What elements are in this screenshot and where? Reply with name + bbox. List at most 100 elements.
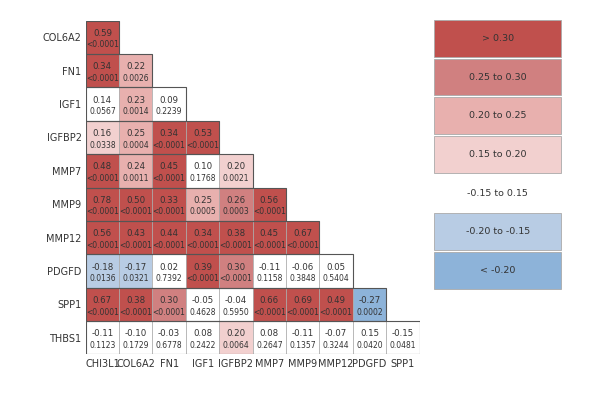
Text: 0.1357: 0.1357	[290, 341, 316, 350]
Bar	[186, 154, 219, 188]
Text: -0.15: -0.15	[392, 329, 414, 338]
Text: 0.25: 0.25	[126, 129, 145, 138]
Text: <0.0001: <0.0001	[152, 241, 186, 250]
Bar	[253, 188, 286, 221]
Text: 0.5404: 0.5404	[323, 274, 349, 283]
Text: 0.24: 0.24	[126, 162, 145, 171]
Text: 0.38: 0.38	[126, 296, 145, 305]
Text: 0.39: 0.39	[193, 263, 212, 271]
Text: 0.0136: 0.0136	[89, 274, 116, 283]
Text: 0.0002: 0.0002	[356, 308, 383, 316]
Bar	[319, 254, 353, 288]
Text: 0.05: 0.05	[327, 263, 346, 271]
Bar	[219, 154, 253, 188]
Text: 0.49: 0.49	[327, 296, 346, 305]
Text: 0.48: 0.48	[93, 162, 112, 171]
Bar	[86, 154, 119, 188]
Text: 0.0005: 0.0005	[189, 207, 216, 216]
Bar	[152, 254, 186, 288]
Bar	[119, 121, 152, 154]
Bar	[86, 188, 119, 221]
Bar	[186, 254, 219, 288]
Bar	[253, 288, 286, 321]
Text: 0.38: 0.38	[226, 229, 245, 238]
Bar	[119, 321, 152, 354]
Bar	[86, 87, 186, 121]
Text: <0.0001: <0.0001	[86, 207, 119, 216]
Text: <0.0001: <0.0001	[152, 308, 186, 316]
Bar	[286, 221, 319, 254]
Text: 0.44: 0.44	[160, 229, 178, 238]
Text: 0.15 to 0.20: 0.15 to 0.20	[469, 150, 527, 159]
Text: -0.06: -0.06	[291, 263, 314, 271]
Text: -0.11: -0.11	[258, 263, 281, 271]
Bar	[152, 121, 186, 154]
Bar	[253, 221, 286, 254]
Text: -0.03: -0.03	[158, 329, 180, 338]
Text: > 0.30: > 0.30	[482, 34, 514, 43]
Text: 0.0003: 0.0003	[223, 207, 249, 216]
Text: 0.08: 0.08	[193, 329, 212, 338]
Text: -0.10: -0.10	[125, 329, 147, 338]
Bar	[286, 288, 319, 321]
Text: 0.0004: 0.0004	[122, 140, 149, 150]
Text: 0.20 to 0.25: 0.20 to 0.25	[469, 111, 527, 120]
Text: 0.43: 0.43	[126, 229, 145, 238]
Text: 0.34: 0.34	[160, 129, 178, 138]
Bar	[86, 21, 119, 54]
Bar	[186, 321, 219, 354]
Text: 0.67: 0.67	[293, 229, 312, 238]
Text: 0.2422: 0.2422	[189, 341, 216, 350]
Bar	[219, 254, 253, 288]
Bar	[86, 121, 119, 154]
Text: -0.15 to 0.15: -0.15 to 0.15	[467, 189, 528, 198]
Bar	[152, 154, 186, 188]
Bar	[119, 87, 152, 121]
Text: -0.20 to -0.15: -0.20 to -0.15	[466, 227, 530, 236]
Text: 0.0014: 0.0014	[122, 107, 149, 116]
Bar	[86, 288, 119, 321]
Text: 0.0021: 0.0021	[223, 174, 249, 183]
Text: 0.66: 0.66	[260, 296, 279, 305]
Text: <0.0001: <0.0001	[86, 40, 119, 49]
Bar	[86, 321, 119, 354]
Text: <0.0001: <0.0001	[320, 308, 353, 316]
Text: 0.4628: 0.4628	[189, 308, 216, 316]
Text: 0.25: 0.25	[193, 196, 212, 205]
Text: 0.7392: 0.7392	[156, 274, 183, 283]
Text: < -0.20: < -0.20	[480, 266, 515, 275]
Bar	[86, 254, 353, 288]
Text: 0.1768: 0.1768	[189, 174, 216, 183]
Text: 0.59: 0.59	[93, 29, 112, 38]
Text: <0.0001: <0.0001	[253, 308, 286, 316]
Text: 0.15: 0.15	[360, 329, 379, 338]
Bar	[152, 188, 186, 221]
Text: <0.0001: <0.0001	[86, 241, 119, 250]
Text: <0.0001: <0.0001	[219, 241, 252, 250]
Text: 0.56: 0.56	[260, 196, 279, 205]
Bar	[152, 288, 186, 321]
Text: 0.1158: 0.1158	[256, 274, 282, 283]
Text: 0.30: 0.30	[226, 263, 245, 271]
Bar	[86, 54, 119, 87]
Text: 0.5950: 0.5950	[223, 308, 249, 316]
Bar	[86, 21, 119, 54]
Text: 0.16: 0.16	[93, 129, 112, 138]
Text: 0.50: 0.50	[126, 196, 145, 205]
Text: <0.0001: <0.0001	[286, 241, 319, 250]
Text: -0.17: -0.17	[125, 263, 147, 271]
Text: 0.33: 0.33	[160, 196, 178, 205]
Text: -0.05: -0.05	[191, 296, 214, 305]
Text: 0.1123: 0.1123	[89, 341, 116, 350]
Bar	[219, 321, 253, 354]
Bar	[186, 121, 219, 154]
Text: 0.0064: 0.0064	[223, 341, 249, 350]
Bar	[119, 254, 152, 288]
Text: -0.11: -0.11	[291, 329, 314, 338]
Text: 0.56: 0.56	[93, 229, 112, 238]
Text: 0.0321: 0.0321	[122, 274, 149, 283]
Text: 0.67: 0.67	[93, 296, 112, 305]
Bar	[152, 87, 186, 121]
Bar	[86, 321, 420, 354]
Text: 0.23: 0.23	[126, 95, 145, 105]
